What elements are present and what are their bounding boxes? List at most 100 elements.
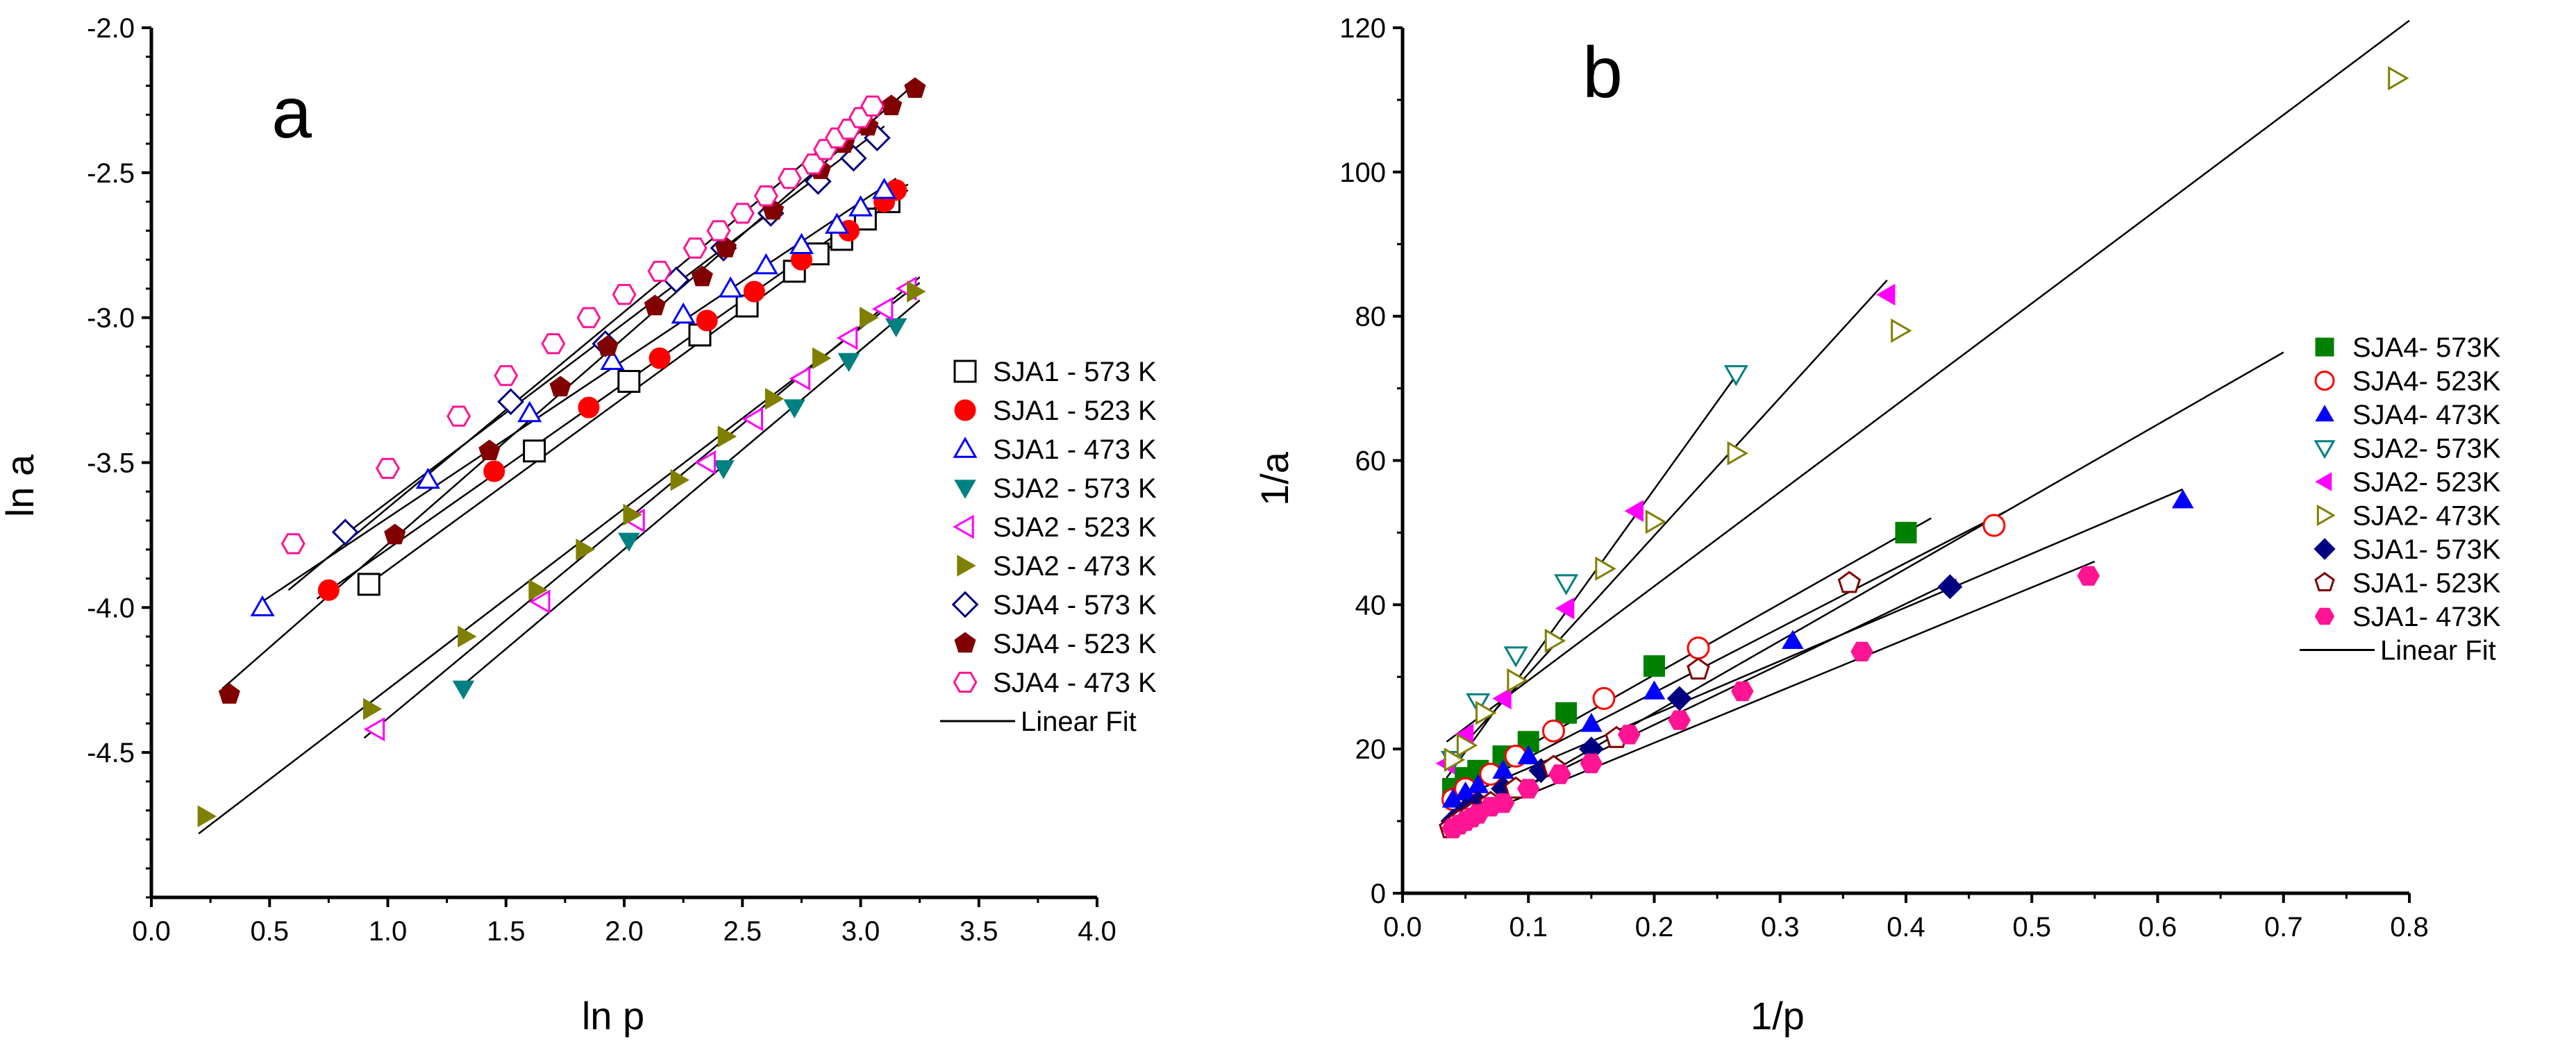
data-point — [872, 178, 897, 199]
series-sja4-523k — [1441, 514, 2006, 811]
data-point — [1727, 441, 1749, 466]
series-sja4-473k — [1441, 489, 2194, 808]
legend-marker — [953, 437, 978, 458]
data-point — [497, 388, 524, 416]
data-point — [1456, 733, 1478, 758]
legend-marker — [2314, 572, 2335, 591]
data-point — [578, 396, 600, 419]
data-point — [712, 460, 735, 480]
data-point — [1645, 509, 1667, 534]
legend-label: SJA2- 573K — [2352, 434, 2501, 464]
data-point — [596, 335, 619, 356]
data-point — [783, 399, 805, 419]
series-sja1-473k — [1441, 566, 2100, 838]
data-point — [848, 195, 873, 217]
data-point — [1891, 318, 1912, 344]
y-tick-label: 20 — [1355, 734, 1387, 765]
panel-b-y-title: 1/a — [1253, 451, 1296, 506]
data-point — [376, 457, 401, 479]
y-tick-label: 80 — [1355, 302, 1387, 332]
y-tick-label: 100 — [1339, 158, 1386, 188]
legend-label: SJA4- 473K — [2352, 400, 2501, 430]
data-point — [1782, 629, 1804, 649]
data-point — [1555, 597, 1575, 620]
y-tick-label: -2.5 — [87, 158, 135, 189]
data-point — [1687, 636, 1710, 660]
data-point — [1554, 574, 1579, 595]
series-sja2-473k — [1444, 66, 2409, 772]
data-point — [860, 306, 879, 329]
data-point — [576, 539, 595, 561]
x-tick-label: 0.2 — [1635, 912, 1674, 943]
legend-marker — [2315, 337, 2334, 357]
data-point — [197, 805, 217, 827]
data-point — [384, 523, 406, 545]
data-point — [1666, 686, 1692, 711]
data-point — [742, 407, 763, 432]
legend-marker — [954, 399, 976, 421]
y-tick-label: 60 — [1355, 446, 1387, 477]
y-tick-label: 0 — [1371, 879, 1386, 909]
legend-label: SJA1- 573K — [2352, 534, 2501, 565]
data-point — [1937, 574, 1963, 600]
data-point — [494, 365, 519, 387]
data-point — [694, 450, 716, 475]
data-point — [871, 296, 894, 321]
x-tick-label: 3.5 — [960, 916, 998, 947]
panel-a-y-title: ln a — [0, 454, 42, 517]
data-point — [1644, 655, 1665, 677]
data-point — [691, 265, 713, 287]
data-point — [1595, 556, 1616, 581]
data-point — [1876, 283, 1896, 306]
data-point — [2171, 489, 2194, 509]
legend-label: SJA2- 473K — [2352, 501, 2501, 532]
data-point — [600, 348, 625, 370]
data-point — [1580, 753, 1603, 774]
x-tick-label: 0.5 — [2012, 912, 2051, 943]
data-point — [1617, 725, 1641, 745]
legend-marker — [953, 514, 974, 539]
linear-fit-line — [257, 178, 897, 606]
data-point — [696, 310, 718, 332]
data-point — [1643, 680, 1666, 700]
plot-area: 0.0 0.1 0.2 0.3 0.4 0.5 0.6 0.7 0.8 0 20 40 60 80 100 1… — [1339, 13, 2429, 943]
data-point — [1555, 702, 1578, 724]
legend-marker — [2314, 440, 2336, 459]
data-point — [541, 333, 566, 355]
data-point — [618, 532, 640, 552]
data-point — [1982, 514, 2006, 537]
x-tick-label: 0.5 — [250, 916, 289, 947]
data-point — [623, 503, 642, 526]
data-point — [415, 467, 440, 489]
data-point — [576, 307, 601, 328]
panel-a-letter: a — [271, 73, 312, 153]
legend-label: SJA1- 523K — [2352, 568, 2501, 599]
legend-label: SJA1- 473K — [2352, 602, 2501, 632]
x-tick-label: 3.0 — [842, 916, 880, 947]
data-point — [517, 400, 542, 423]
legend-marker — [2315, 405, 2334, 422]
linear-fit-line — [340, 126, 885, 539]
data-point — [1723, 365, 1748, 387]
data-point — [644, 294, 666, 316]
plot-area: 0.0 0.5 1.0 1.5 2.0 2.5 3.0 3.5 4.0 -4.5 -4.0 -3.5 -… — [87, 13, 1116, 947]
data-point — [1492, 687, 1512, 710]
data-point — [483, 460, 505, 482]
data-point — [717, 425, 737, 448]
data-point — [1624, 500, 1644, 523]
data-point — [1731, 681, 1754, 702]
legend-marker — [2314, 538, 2336, 560]
x-tick-label: 1.5 — [487, 916, 526, 947]
data-point — [1475, 700, 1497, 725]
linear-fit-line — [1446, 488, 2184, 804]
data-point — [907, 280, 926, 303]
linear-fit-line — [458, 299, 921, 690]
data-point — [363, 717, 385, 742]
data-point — [317, 579, 340, 601]
data-point — [331, 518, 359, 546]
x-tick-label: 2.5 — [723, 916, 762, 947]
panel-b: b 1/p 1/a 0.0 0.1 0.2 0.3 0.4 0.5 0.6 0.7 0.8 0 20… — [1253, 13, 2501, 1038]
series-sja2-473-k — [197, 280, 926, 827]
data-point — [777, 168, 802, 189]
